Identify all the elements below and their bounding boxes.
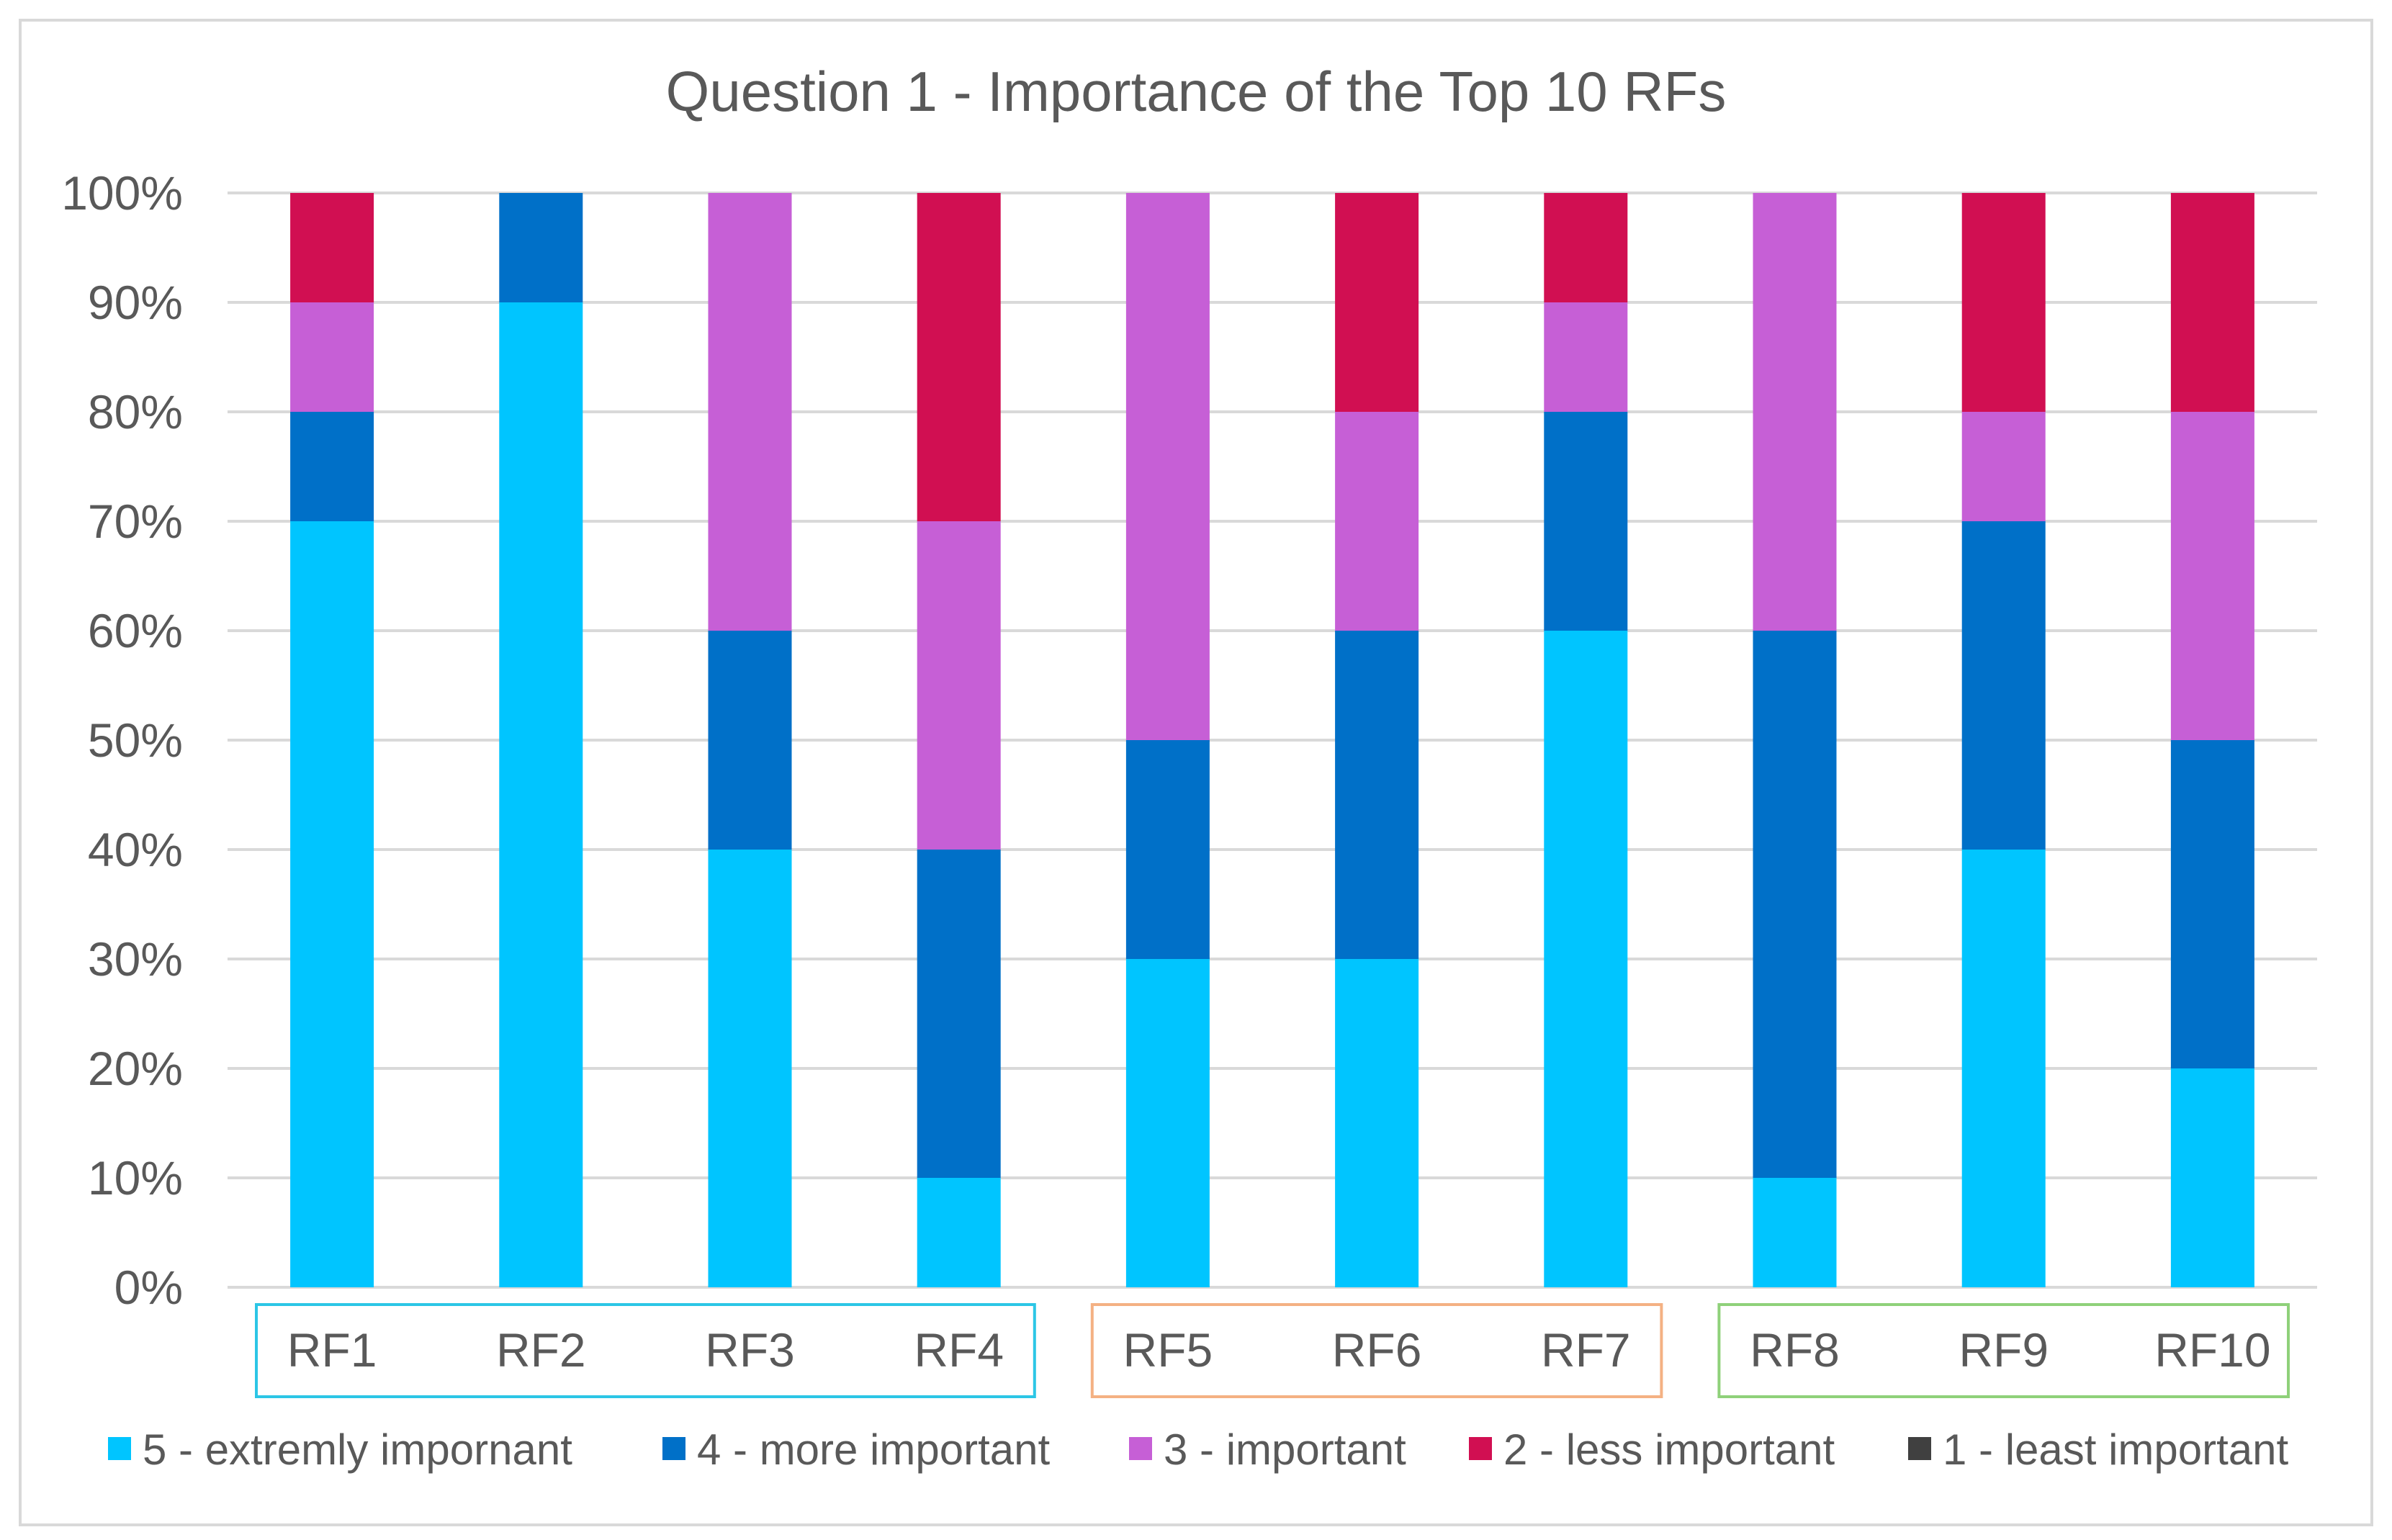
legend-label-5: 1 - least important — [1943, 1426, 2289, 1474]
bar-segment-rf4-series-2 — [917, 850, 1001, 1178]
x-tick-label: RF10 — [2154, 1323, 2270, 1377]
y-tick-label: 50% — [88, 713, 183, 767]
bar-segment-rf9-series-4 — [1961, 193, 2046, 412]
bar-segment-rf5-series-2 — [1125, 740, 1210, 959]
bar-segment-rf9-series-3 — [1961, 412, 2046, 521]
x-tick-label: RF4 — [914, 1323, 1004, 1377]
y-tick-label: 20% — [88, 1042, 183, 1095]
bar-segment-rf2-series-2 — [499, 193, 583, 302]
y-tick-label: 100% — [61, 166, 183, 220]
bar-segment-rf7-series-2 — [1544, 412, 1628, 631]
legend-swatch-5 — [1908, 1437, 1931, 1460]
bar-segment-rf6-series-1 — [1335, 959, 1419, 1287]
bar-segment-rf6-series-4 — [1335, 193, 1419, 412]
y-tick-label: 80% — [88, 385, 183, 438]
x-tick-label: RF7 — [1541, 1323, 1631, 1377]
x-tick-label: RF8 — [1750, 1323, 1840, 1377]
bar-segment-rf8-series-3 — [1753, 193, 1837, 631]
bar-segment-rf8-series-2 — [1753, 631, 1837, 1178]
bar-segment-rf6-series-2 — [1335, 631, 1419, 959]
legend-swatch-4 — [1469, 1437, 1492, 1460]
bar-segment-rf6-series-3 — [1335, 412, 1419, 631]
x-tick-label: RF1 — [287, 1323, 377, 1377]
bar-segment-rf1-series-2 — [290, 412, 374, 521]
bar-segment-rf9-series-1 — [1961, 850, 2046, 1287]
bar-segment-rf9-series-2 — [1961, 521, 2046, 850]
bar-segment-rf4-series-1 — [917, 1178, 1001, 1287]
bar-segment-rf10-series-2 — [2170, 740, 2254, 1068]
bar-segment-rf4-series-3 — [917, 521, 1001, 850]
bar-segment-rf3-series-1 — [708, 850, 792, 1287]
category-group-box-3 — [1717, 1303, 2290, 1398]
x-tick-label: RF2 — [496, 1323, 586, 1377]
bar-segment-rf1-series-1 — [290, 521, 374, 1287]
x-tick-label: RF3 — [705, 1323, 795, 1377]
x-tick-label: RF5 — [1123, 1323, 1213, 1377]
y-tick-label: 90% — [88, 276, 183, 329]
legend-label-2: 4 - more important — [697, 1426, 1050, 1474]
bar-segment-rf5-series-3 — [1125, 193, 1210, 740]
legend-swatch-2 — [662, 1437, 685, 1460]
bar-segment-rf8-series-1 — [1753, 1178, 1837, 1287]
legend-swatch-3 — [1129, 1437, 1152, 1460]
x-tick-label: RF6 — [1332, 1323, 1422, 1377]
y-tick-label: 70% — [88, 495, 183, 548]
bar-segment-rf3-series-3 — [708, 193, 792, 631]
y-tick-label: 10% — [88, 1151, 183, 1204]
y-tick-label: 40% — [88, 823, 183, 876]
bar-segment-rf10-series-4 — [2170, 193, 2254, 412]
legend-label-3: 3 - important — [1164, 1426, 1406, 1474]
bar-segment-rf10-series-1 — [2170, 1068, 2254, 1287]
bar-segment-rf10-series-3 — [2170, 412, 2254, 740]
bar-segment-rf4-series-4 — [917, 193, 1001, 521]
legend-label-4: 2 - less important — [1503, 1426, 1835, 1474]
legend-label-1: 5 - extremly impornant — [143, 1426, 572, 1474]
category-group-box-1 — [255, 1303, 1036, 1398]
y-tick-label: 0% — [114, 1261, 183, 1314]
bar-segment-rf3-series-2 — [708, 631, 792, 850]
bar-segment-rf1-series-4 — [290, 193, 374, 302]
legend-swatch-1 — [108, 1437, 131, 1460]
bar-segment-rf7-series-1 — [1544, 631, 1628, 1287]
y-tick-label: 60% — [88, 604, 183, 657]
category-group-box-2 — [1090, 1303, 1663, 1398]
bar-segment-rf5-series-1 — [1125, 959, 1210, 1287]
bar-segment-rf1-series-3 — [290, 302, 374, 412]
chart-title: Question 1 - Importance of the Top 10 RF… — [666, 60, 1727, 123]
y-tick-label: 30% — [88, 932, 183, 986]
x-tick-label: RF9 — [1959, 1323, 2049, 1377]
bar-segment-rf7-series-3 — [1544, 302, 1628, 412]
bar-segment-rf7-series-4 — [1544, 193, 1628, 302]
bar-segment-rf2-series-1 — [499, 302, 583, 1287]
